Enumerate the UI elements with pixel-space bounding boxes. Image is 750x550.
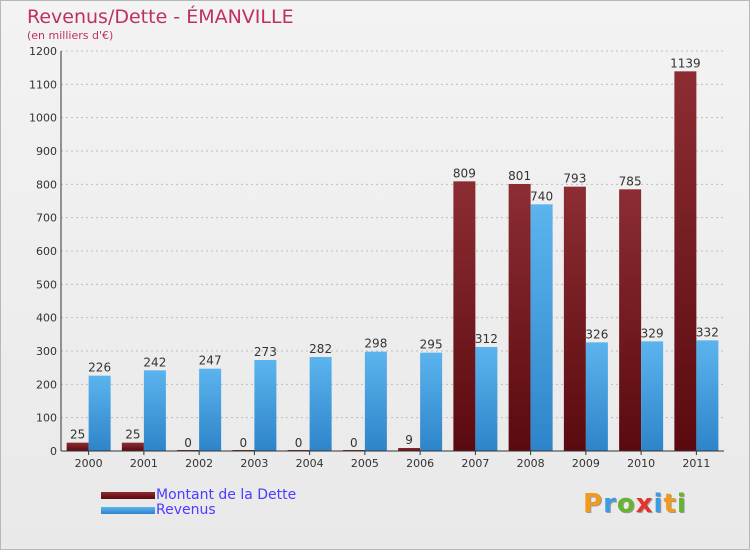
bar-debt	[66, 442, 89, 451]
bar-debt	[453, 181, 476, 452]
data-label: 25	[125, 428, 140, 442]
y-tick-label: 900	[36, 145, 57, 158]
x-tick-label: 2000	[75, 457, 103, 470]
y-tick-label: 0	[50, 445, 57, 458]
bar-debt	[508, 184, 531, 451]
data-label: 298	[364, 337, 387, 351]
bar-revenus	[364, 351, 387, 451]
data-label: 801	[508, 169, 531, 183]
y-tick-label: 700	[36, 212, 57, 225]
x-tick-label: 2001	[130, 457, 158, 470]
legend-label-debt: Montant de la Dette	[156, 487, 297, 503]
data-label: 785	[619, 174, 642, 188]
bar-revenus	[199, 368, 222, 451]
y-tick-label: 300	[36, 345, 57, 358]
x-tick-label: 2008	[517, 457, 545, 470]
x-tick-label: 2007	[461, 457, 489, 470]
legend-swatch-revenus	[101, 507, 155, 514]
bar-debt	[398, 448, 421, 451]
data-label: 0	[350, 436, 358, 450]
data-label: 282	[309, 342, 332, 356]
data-label: 326	[585, 327, 608, 341]
x-tick-label: 2005	[351, 457, 379, 470]
data-label: 0	[240, 436, 248, 450]
legend-swatch-debt	[101, 492, 155, 499]
data-label: 1139	[670, 56, 701, 70]
x-tick-label: 2006	[406, 457, 434, 470]
bar-revenus	[641, 341, 664, 451]
data-label: 332	[696, 325, 719, 339]
x-tick-label: 2002	[185, 457, 213, 470]
data-label: 0	[184, 436, 192, 450]
bar-revenus	[309, 357, 332, 451]
data-label: 247	[199, 354, 222, 368]
proxiti-logo: Proxiti	[583, 489, 687, 519]
y-tick-label: 1100	[29, 78, 57, 91]
data-label: 312	[475, 332, 498, 346]
bar-revenus	[585, 342, 608, 451]
data-label: 25	[70, 428, 85, 442]
y-tick-label: 400	[36, 312, 57, 325]
x-tick-label: 2010	[627, 457, 655, 470]
y-tick-label: 500	[36, 278, 57, 291]
bar-revenus	[88, 375, 111, 451]
chart-subtitle: (en milliers d'€)	[27, 29, 114, 42]
data-label: 793	[563, 172, 586, 186]
x-tick-label: 2003	[240, 457, 268, 470]
y-tick-label: 1000	[29, 112, 57, 125]
legend-label-revenus: Revenus	[156, 502, 216, 518]
data-label: 273	[254, 345, 277, 359]
data-label: 226	[88, 361, 111, 375]
x-tick-label: 2009	[572, 457, 600, 470]
y-tick-label: 100	[36, 412, 57, 425]
bar-revenus	[254, 360, 277, 451]
bar-revenus	[696, 340, 719, 451]
data-label: 9	[405, 433, 413, 447]
bar-debt	[619, 189, 642, 452]
x-tick-label: 2011	[682, 457, 710, 470]
y-tick-label: 200	[36, 378, 57, 391]
bar-revenus	[475, 347, 498, 451]
data-label: 329	[641, 326, 664, 340]
bar-debt	[121, 442, 144, 451]
bar-revenus	[420, 352, 443, 451]
data-label: 295	[420, 338, 443, 352]
y-tick-label: 600	[36, 245, 57, 258]
bar-revenus	[143, 370, 166, 451]
data-label: 0	[295, 436, 303, 450]
data-label: 242	[143, 355, 166, 369]
y-tick-label: 1200	[29, 45, 57, 58]
data-label: 809	[453, 166, 476, 180]
bar-revenus	[530, 204, 553, 451]
x-tick-label: 2004	[296, 457, 324, 470]
data-label: 740	[530, 189, 553, 203]
bar-debt	[674, 71, 697, 451]
y-tick-label: 800	[36, 178, 57, 191]
bar-debt	[563, 186, 586, 451]
chart-title: Revenus/Dette - ÉMANVILLE	[27, 6, 294, 28]
